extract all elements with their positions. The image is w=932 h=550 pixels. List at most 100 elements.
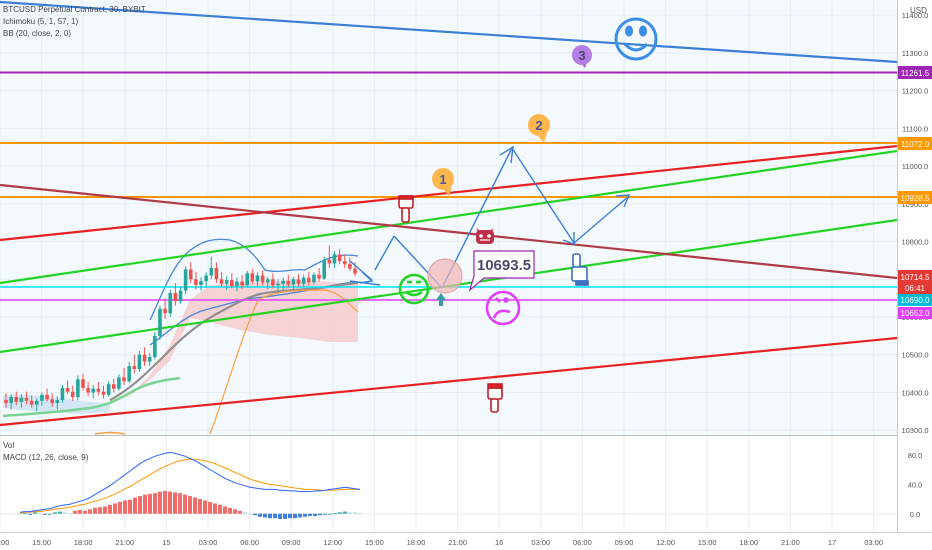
macd-histogram-bar — [288, 513, 292, 519]
badge-2-text: 2 — [535, 118, 542, 133]
symbol-title[interactable]: BTCUSD Perpetual Contract, 30, BYBIT — [3, 5, 146, 14]
macd-histogram-bar — [328, 513, 332, 515]
macd-histogram-bar — [88, 509, 92, 514]
price-tick-label: 11300.0 — [902, 49, 929, 58]
hand-pointer-down-top-icon[interactable] — [398, 195, 414, 223]
candle-body — [204, 275, 208, 282]
macd-axis[interactable]: 80.0 40.0 0.0 — [908, 451, 923, 519]
macd-tick-label: 0.0 — [910, 510, 920, 519]
smiley-happy-green-icon[interactable] — [398, 273, 430, 305]
badge-3[interactable]: 3 — [572, 45, 592, 68]
macd-histogram-bar — [153, 493, 157, 514]
candle-body — [132, 366, 137, 370]
macd-histogram-bar — [63, 512, 67, 514]
ichimoku-green — [2, 376, 181, 418]
candle-body — [19, 397, 24, 402]
macd-histogram-bar — [253, 513, 257, 516]
time-tick-label: 03:00 — [199, 538, 218, 547]
macd-histogram-bar — [168, 491, 172, 514]
time-tick-label: 18:00 — [407, 538, 426, 547]
macd-histogram-bar — [293, 513, 297, 519]
candle-body — [14, 397, 19, 402]
macd-histogram-bar — [208, 501, 212, 514]
tag-purple-top: 11261.5 — [898, 66, 932, 79]
candle-body — [111, 384, 116, 389]
candle-body — [348, 264, 352, 269]
candle-body — [245, 273, 250, 286]
macd-histogram-bar — [298, 513, 302, 518]
trendline-red-lower[interactable] — [0, 336, 898, 427]
candle-body — [101, 391, 106, 395]
candle-body — [286, 280, 291, 285]
tag-countdown-text: 06:41 — [905, 284, 926, 293]
macd-histogram-bar — [68, 513, 72, 515]
candle-body — [240, 281, 244, 286]
candle-body — [158, 308, 162, 336]
macd-histogram-bar — [203, 500, 207, 514]
macd-histogram-bar — [193, 497, 197, 514]
macd-histogram-bar — [233, 509, 237, 514]
candle-body — [81, 379, 85, 388]
candle-body — [50, 399, 54, 404]
indicator-bb-label[interactable]: BB (20, close, 2, 0) — [3, 29, 71, 38]
macd-histogram-bar — [278, 513, 282, 519]
candle-body — [317, 274, 321, 279]
candle-body — [106, 384, 111, 395]
ichimoku-cloud — [110, 280, 358, 402]
tag-purple-top-text: 11261.5 — [901, 69, 930, 78]
candle-body — [250, 273, 255, 282]
candle-body — [219, 279, 224, 284]
time-tick-label: 12:00 — [323, 538, 342, 547]
macd-histogram-bar — [38, 513, 42, 515]
tag-last-price-text: 10714.5 — [901, 273, 930, 282]
time-axis[interactable]: 12:00 15:00 18:00 21:00 15 03:00 06:00 09:00 12:… — [0, 538, 883, 547]
macd-histogram-bar — [223, 506, 227, 514]
vol-label[interactable]: Vol — [3, 441, 14, 450]
time-tick-label: 15:00 — [32, 538, 51, 547]
macd-histogram-bar — [273, 513, 277, 519]
price-callout[interactable]: 10693.5 — [468, 250, 535, 292]
price-tick-label: 10800.0 — [901, 238, 928, 247]
macd-histogram-bar — [218, 504, 222, 514]
macd-histogram-bar — [148, 493, 152, 514]
macd-histogram-bar — [358, 513, 362, 515]
macd-histogram-bar — [323, 513, 327, 515]
hand-pointer-up-icon[interactable] — [571, 253, 589, 286]
trendline-green-upper[interactable] — [0, 149, 898, 285]
indicator-ichimoku-label[interactable]: Ichimoku (5, 1, 57, 1) — [3, 17, 78, 26]
macd-histogram-bar — [173, 492, 177, 514]
trendline-blue[interactable] — [0, 0, 898, 64]
macd-histogram-bar — [178, 493, 182, 514]
macd-histogram-bar — [28, 513, 32, 515]
candle-body — [127, 366, 131, 382]
candle-body — [9, 397, 13, 404]
macd-histogram-bar — [258, 513, 262, 517]
hand-pointer-down-bottom-icon[interactable] — [487, 383, 503, 413]
macd-histogram-bar — [338, 512, 342, 514]
target-circle[interactable] — [427, 258, 463, 294]
macd-histogram-bar — [183, 494, 187, 514]
arrow-up-icon[interactable] — [436, 293, 446, 306]
macd-histogram-bar — [43, 513, 47, 515]
candle-body — [199, 281, 203, 285]
devil-icon[interactable] — [476, 228, 494, 244]
candle-body — [337, 254, 342, 262]
tag-cyan-line: 10690.0 — [898, 294, 932, 306]
macd-histogram-bar — [113, 503, 117, 514]
candle-body — [255, 275, 260, 282]
macd-histogram-bar — [83, 510, 87, 514]
candle-body — [271, 279, 275, 286]
candle-body — [353, 268, 357, 274]
badge-2[interactable]: 2 — [528, 114, 550, 143]
macd-histogram-bar — [318, 513, 322, 516]
candle-body — [332, 254, 337, 264]
time-tick-label: 06:00 — [240, 538, 259, 547]
tag-magenta-line: 10652.0 — [898, 307, 932, 319]
macd-label[interactable]: MACD (12, 26, close, 9) — [3, 453, 89, 462]
smiley-happy-blue-icon[interactable] — [614, 17, 658, 61]
trendline-maroon[interactable] — [0, 183, 898, 280]
smiley-confused-magenta-icon[interactable] — [485, 290, 521, 326]
badge-1[interactable]: 1 — [432, 168, 454, 196]
macd-histogram-bar — [163, 490, 167, 514]
